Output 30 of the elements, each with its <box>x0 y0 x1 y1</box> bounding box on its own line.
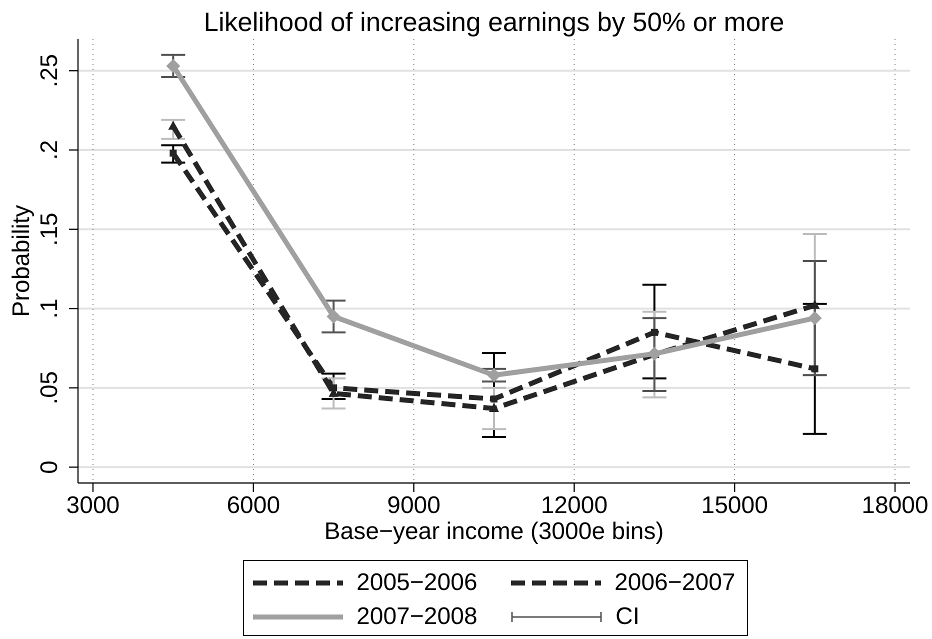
x-axis-title: Base−year income (3000e bins) <box>324 518 664 545</box>
legend-label: 2006−2007 <box>614 568 736 596</box>
x-tick-label: 15000 <box>701 492 768 520</box>
y-tick-label: .2 <box>36 140 63 160</box>
point <box>487 368 501 382</box>
legend-label: 2005−2006 <box>356 568 478 596</box>
point <box>166 58 180 73</box>
point <box>808 311 822 326</box>
x-tick-label: 9000 <box>387 492 440 520</box>
point <box>650 328 658 336</box>
y-tick-label: .05 <box>36 371 63 405</box>
x-tick-label: 18000 <box>862 492 928 520</box>
point <box>168 120 178 130</box>
y-axis-title: Probability <box>8 204 35 318</box>
y-tick-label: .25 <box>36 54 63 88</box>
chart-title: Likelihood of increasing earnings by 50% or more <box>204 7 784 37</box>
point <box>326 310 341 324</box>
y-tick-label: 0 <box>36 460 63 474</box>
y-tick-label: .1 <box>36 298 63 319</box>
y-tick-label: .15 <box>36 212 63 246</box>
text: CI <box>616 602 640 630</box>
point <box>811 365 818 372</box>
point <box>489 402 499 412</box>
legend-label: 2007−2008 <box>356 602 478 630</box>
point <box>170 150 177 157</box>
point <box>490 395 498 402</box>
x-tick-label: 6000 <box>226 492 280 520</box>
x-tick-label: 12000 <box>540 492 608 520</box>
point <box>647 346 662 361</box>
x-tick-label: 3000 <box>66 492 120 520</box>
